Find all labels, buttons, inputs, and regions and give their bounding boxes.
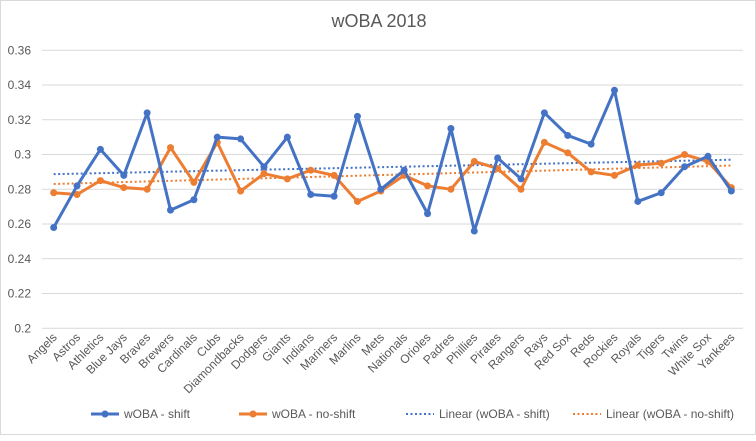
- data-point-shift: [330, 192, 338, 200]
- data-point-shift: [400, 166, 408, 174]
- data-point-shift: [260, 163, 268, 171]
- legend-marker: [249, 410, 257, 418]
- data-point-no-shift: [353, 197, 361, 205]
- data-point-no-shift: [307, 166, 315, 174]
- data-point-shift: [96, 145, 104, 153]
- data-point-shift: [424, 210, 432, 218]
- legend-label: Linear (wOBA - no-shift): [606, 407, 734, 421]
- data-point-no-shift: [470, 158, 478, 165]
- legend-label: Linear (wOBA - shift): [439, 407, 550, 421]
- data-point-no-shift: [587, 168, 595, 176]
- data-point-shift: [353, 112, 361, 120]
- data-point-no-shift: [447, 185, 455, 193]
- y-tick-label: 0.28: [8, 182, 32, 196]
- data-point-no-shift: [564, 149, 572, 157]
- data-point-shift: [213, 133, 221, 141]
- y-tick-label: 0.26: [8, 217, 32, 231]
- data-point-shift: [73, 182, 81, 190]
- data-point-shift: [190, 196, 198, 204]
- legend-label: wOBA - shift: [123, 407, 191, 421]
- data-point-no-shift: [330, 171, 338, 179]
- data-point-shift: [681, 163, 689, 171]
- legend-marker: [101, 410, 109, 418]
- legend-item: wOBA - shift: [91, 407, 191, 421]
- y-tick-label: 0.34: [8, 78, 32, 92]
- data-point-no-shift: [260, 170, 268, 178]
- chart-title: wOBA 2018: [330, 11, 426, 31]
- y-tick-label: 0.22: [8, 287, 32, 301]
- data-point-shift: [377, 185, 385, 193]
- data-point-no-shift: [167, 144, 175, 152]
- y-tick-label: 0.32: [8, 113, 32, 127]
- y-tick-label: 0.24: [8, 252, 32, 266]
- series-line-no-shift: [53, 140, 733, 203]
- y-tick-label: 0.36: [8, 43, 32, 57]
- data-point-no-shift: [143, 185, 151, 193]
- trendline-shift: [53, 158, 732, 176]
- data-point-shift: [50, 224, 58, 232]
- data-point-shift: [143, 109, 151, 117]
- data-point-no-shift: [517, 185, 525, 193]
- data-point-shift: [494, 154, 502, 162]
- series-line-shift: [52, 88, 733, 233]
- data-point-no-shift: [657, 159, 665, 167]
- data-point-no-shift: [424, 182, 432, 190]
- data-point-no-shift: [96, 177, 104, 185]
- data-point-shift: [237, 135, 245, 143]
- data-point-shift: [587, 140, 595, 148]
- data-point-shift: [517, 175, 525, 183]
- data-point-no-shift: [237, 187, 245, 195]
- data-point-shift: [634, 197, 642, 205]
- data-point-no-shift: [634, 161, 642, 169]
- data-point-no-shift: [50, 189, 58, 197]
- legend-label: wOBA - no-shift: [271, 407, 356, 421]
- legend-item: Linear (wOBA - no-shift): [573, 407, 734, 421]
- data-point-shift: [657, 189, 665, 197]
- trendline-no-shift: [53, 164, 732, 186]
- data-point-no-shift: [73, 191, 81, 199]
- data-point-no-shift: [190, 178, 198, 186]
- data-point-shift: [727, 187, 735, 195]
- x-tick-label: Tigers: [634, 330, 667, 363]
- data-point-shift: [307, 191, 315, 199]
- data-point-shift: [470, 227, 478, 235]
- data-point-shift: [564, 131, 572, 139]
- y-tick-label: 0.2: [14, 321, 31, 335]
- legend-item: Linear (wOBA - shift): [406, 407, 550, 421]
- y-tick-label: 0.3: [14, 148, 31, 162]
- data-point-shift: [283, 133, 291, 141]
- data-point-no-shift: [610, 171, 618, 179]
- data-point-no-shift: [540, 138, 548, 146]
- data-point-shift: [704, 152, 712, 160]
- data-point-shift: [610, 86, 618, 94]
- legend-item: wOBA - no-shift: [239, 407, 356, 421]
- data-point-shift: [120, 171, 128, 179]
- data-point-shift: [447, 124, 455, 132]
- data-point-no-shift: [681, 151, 689, 159]
- data-point-shift: [540, 109, 548, 117]
- data-point-shift: [167, 206, 175, 214]
- series-shift: [50, 86, 735, 235]
- data-point-no-shift: [283, 175, 291, 183]
- data-point-no-shift: [120, 184, 128, 192]
